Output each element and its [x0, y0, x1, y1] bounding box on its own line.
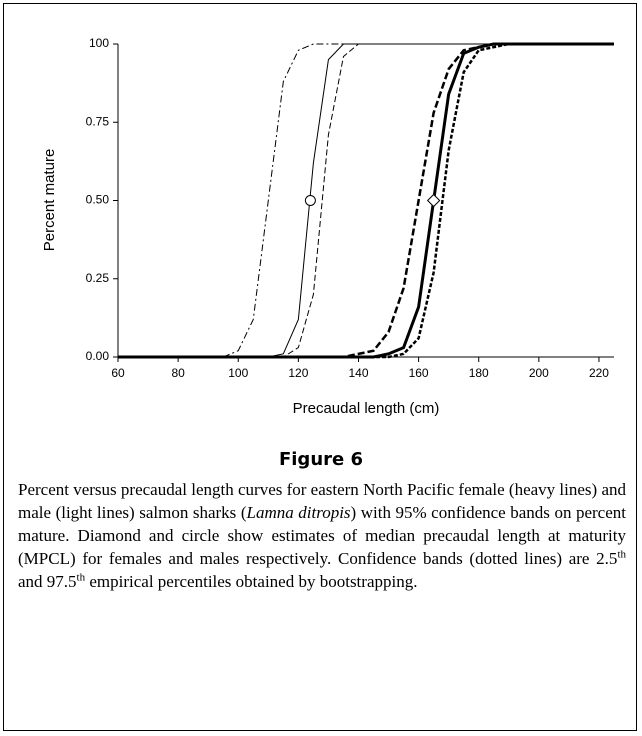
median-marker — [304, 195, 316, 206]
chart: Precaudal length (cm) Percent mature 0.0… — [41, 36, 614, 417]
caption-sup: th — [617, 548, 626, 561]
caption-text: and 97.5 — [18, 572, 77, 591]
figure-frame — [3, 3, 637, 731]
curve — [118, 42, 614, 359]
y-tick-label: 0.75 — [86, 114, 110, 128]
x-tick-label: 160 — [409, 366, 429, 380]
x-tick-label: 100 — [228, 366, 248, 380]
x-tick-label: 60 — [111, 366, 125, 380]
x-tick-label: 220 — [589, 366, 609, 380]
y-tick-label: 0.50 — [86, 193, 110, 207]
y-tick-label: 0.00 — [86, 349, 110, 363]
y-tick-label: 0.25 — [86, 271, 110, 285]
x-tick-label: 180 — [469, 366, 489, 380]
figure-caption: Percent versus precaudal length curves f… — [18, 478, 626, 593]
curve — [118, 42, 614, 359]
curve — [118, 43, 614, 358]
y-tick-label: 100 — [89, 36, 109, 50]
figure-label: Figure 6 — [278, 449, 364, 470]
x-tick-label: 80 — [171, 366, 185, 380]
curve — [118, 43, 614, 358]
median-marker — [426, 193, 441, 208]
caption-text: Percent versus precaudal length curves f… — [18, 480, 626, 522]
caption-sup: th — [76, 571, 86, 584]
caption-text: ) with 95% confidence bands on percent m… — [18, 503, 626, 568]
caption-species: Lamna ditropis — [246, 503, 351, 522]
curve — [118, 43, 614, 358]
caption-text: empirical percentiles obtained by bootst… — [85, 572, 418, 591]
x-axis-title: Precaudal length (cm) — [293, 400, 440, 417]
x-tick-label: 200 — [529, 366, 549, 380]
curve — [118, 42, 614, 359]
x-tick-label: 120 — [288, 366, 308, 380]
x-tick-label: 140 — [348, 366, 368, 380]
y-axis-title: Percent mature — [41, 149, 58, 252]
